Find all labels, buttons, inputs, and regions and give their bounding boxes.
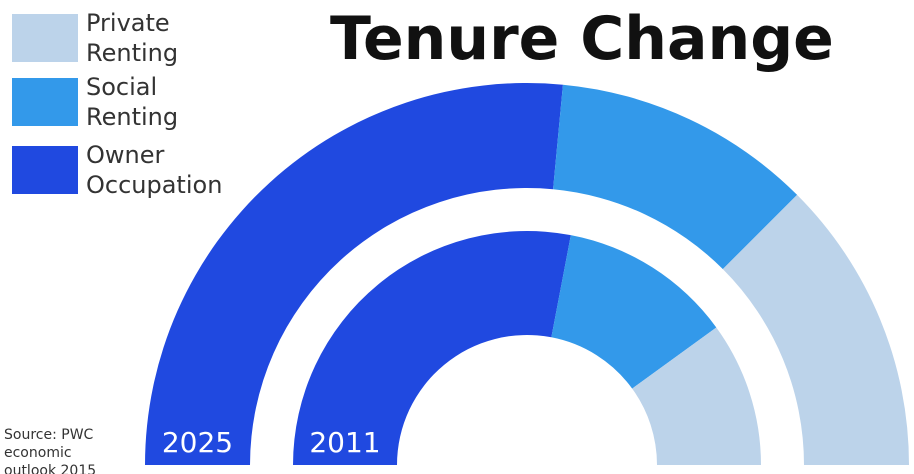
ring-segment [293,231,571,465]
source: Source: PWC economic outlook 2015 [4,427,97,474]
ring-segment [551,235,717,389]
ring-segment [553,84,798,270]
chart-title: Tenure Change [330,4,834,74]
legend-swatch [12,78,78,126]
legend-item: Owner Occupation [12,140,236,200]
legend-label: Private Renting [86,9,179,67]
legend-swatch [12,146,78,194]
ring-segment [632,327,761,465]
legend-item: Social Renting [12,72,256,132]
ring-label: 2025 [162,426,233,459]
ring-segment [722,194,909,466]
ring-segment [145,82,563,465]
legend-swatch [12,14,78,62]
legend-label: Owner Occupation [86,141,223,199]
legend-item: Private Renting [12,8,256,68]
ring-label: 2011 [309,426,380,459]
legend-label: Social Renting [86,73,179,131]
